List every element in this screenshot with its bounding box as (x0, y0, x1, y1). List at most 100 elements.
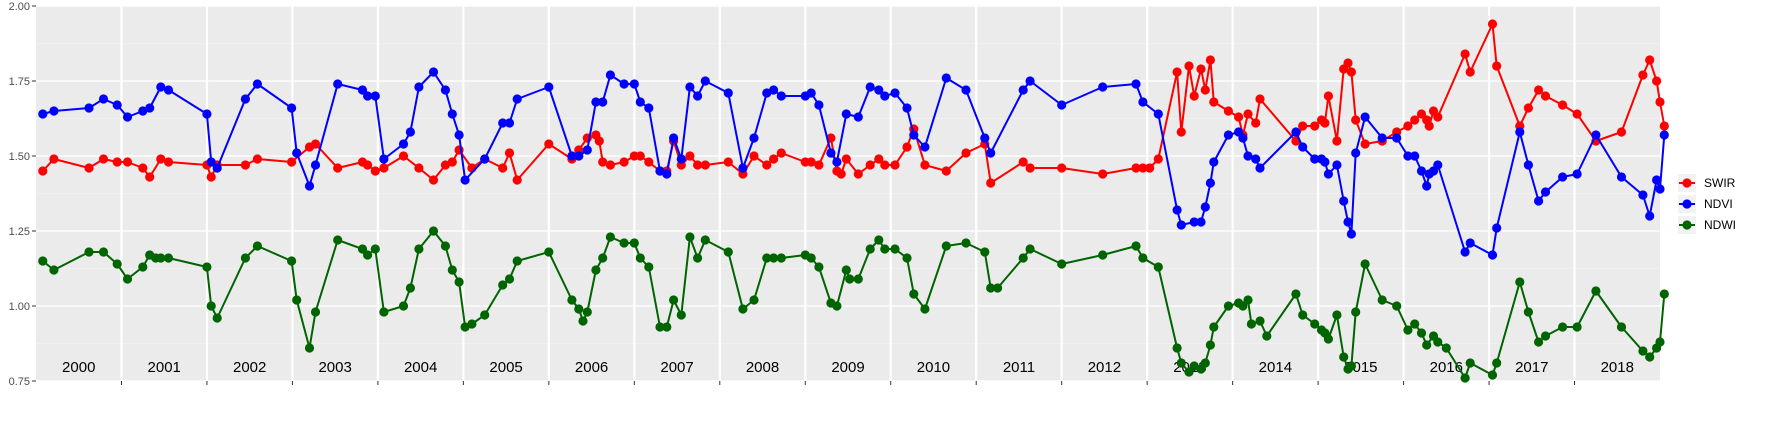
data-point (145, 172, 155, 182)
data-point (1487, 250, 1498, 260)
data-point (1196, 217, 1206, 227)
year-label: 2014 (1259, 359, 1292, 376)
data-point (1422, 340, 1432, 350)
data-point (1298, 142, 1308, 152)
data-point (1572, 322, 1582, 332)
data-point (669, 133, 679, 143)
data-point (669, 295, 679, 305)
data-point (440, 160, 450, 170)
data-point (240, 160, 250, 170)
data-point (287, 157, 297, 167)
data-point (1540, 91, 1551, 101)
data-point (1659, 130, 1669, 140)
data-point (644, 103, 654, 113)
data-point (504, 274, 515, 284)
data-point (865, 244, 875, 254)
data-point (806, 253, 816, 263)
data-point (240, 94, 250, 104)
data-point (814, 262, 824, 272)
data-point (1332, 310, 1342, 320)
data-point (1298, 310, 1308, 320)
data-point (723, 157, 733, 167)
data-point (591, 265, 601, 275)
data-point (902, 253, 912, 263)
data-point (685, 82, 695, 92)
legend-label: SWIR (1704, 176, 1736, 190)
data-point (544, 139, 554, 149)
data-point (206, 157, 216, 167)
data-point (1416, 328, 1427, 338)
y-tick-label: 1.25 (9, 226, 30, 238)
data-point (598, 97, 608, 107)
data-point (841, 265, 851, 275)
data-point (206, 172, 216, 182)
data-point (980, 133, 990, 143)
data-point (1460, 247, 1470, 257)
data-point (1153, 154, 1163, 164)
data-point (252, 154, 262, 164)
data-point (685, 151, 695, 161)
data-point (1460, 49, 1470, 59)
data-point (749, 133, 759, 143)
data-point (941, 73, 951, 83)
data-point (1652, 76, 1662, 86)
legend-label: NDWI (1704, 218, 1736, 232)
data-point (986, 283, 996, 293)
data-point (853, 274, 863, 284)
data-point (1251, 118, 1261, 128)
data-point (1172, 205, 1182, 215)
data-point (980, 247, 990, 257)
data-point (1403, 325, 1413, 335)
y-tick-label: 0.75 (9, 376, 30, 388)
data-point (1591, 286, 1601, 296)
legend-key-marker (1682, 220, 1692, 230)
data-point (841, 154, 851, 164)
data-point (814, 160, 824, 170)
data-point (1487, 19, 1498, 29)
year-label: 2000 (62, 359, 95, 376)
data-point (1540, 187, 1551, 197)
data-point (655, 322, 665, 332)
data-point (440, 85, 450, 95)
data-point (1310, 121, 1320, 131)
data-point (619, 79, 629, 89)
data-point (1057, 259, 1067, 269)
data-point (1572, 169, 1582, 179)
data-point (1346, 361, 1356, 371)
data-point (447, 109, 457, 119)
data-point (454, 130, 464, 140)
year-labels: 2000 2001 2002 2003 2004 2005 2006 2007 2008 2009… (62, 359, 1634, 376)
data-point (693, 91, 703, 101)
data-point (1652, 175, 1662, 185)
data-point (1523, 307, 1533, 317)
data-point (1492, 358, 1502, 368)
data-point (961, 85, 971, 95)
data-point (1422, 181, 1432, 191)
data-point (619, 157, 629, 167)
data-point (769, 253, 779, 263)
data-point (1238, 133, 1248, 143)
data-point (1515, 277, 1525, 287)
year-label: 2009 (831, 359, 864, 376)
data-point (1172, 343, 1182, 353)
data-point (723, 247, 733, 257)
data-point (1153, 109, 1163, 119)
data-point (460, 175, 470, 185)
data-point (1255, 316, 1265, 326)
data-point (762, 160, 772, 170)
data-point (1291, 127, 1301, 137)
data-point (841, 109, 851, 119)
data-point (98, 247, 109, 257)
data-point (762, 253, 772, 263)
data-point (1534, 85, 1544, 95)
series-layer (38, 19, 1669, 383)
data-point (1251, 154, 1261, 164)
data-point (1018, 253, 1028, 263)
data-point (598, 253, 608, 263)
data-point (1098, 169, 1108, 179)
data-point (920, 160, 930, 170)
data-point (582, 145, 592, 155)
data-point (310, 139, 321, 149)
data-point (605, 160, 616, 170)
data-point (1153, 262, 1163, 272)
